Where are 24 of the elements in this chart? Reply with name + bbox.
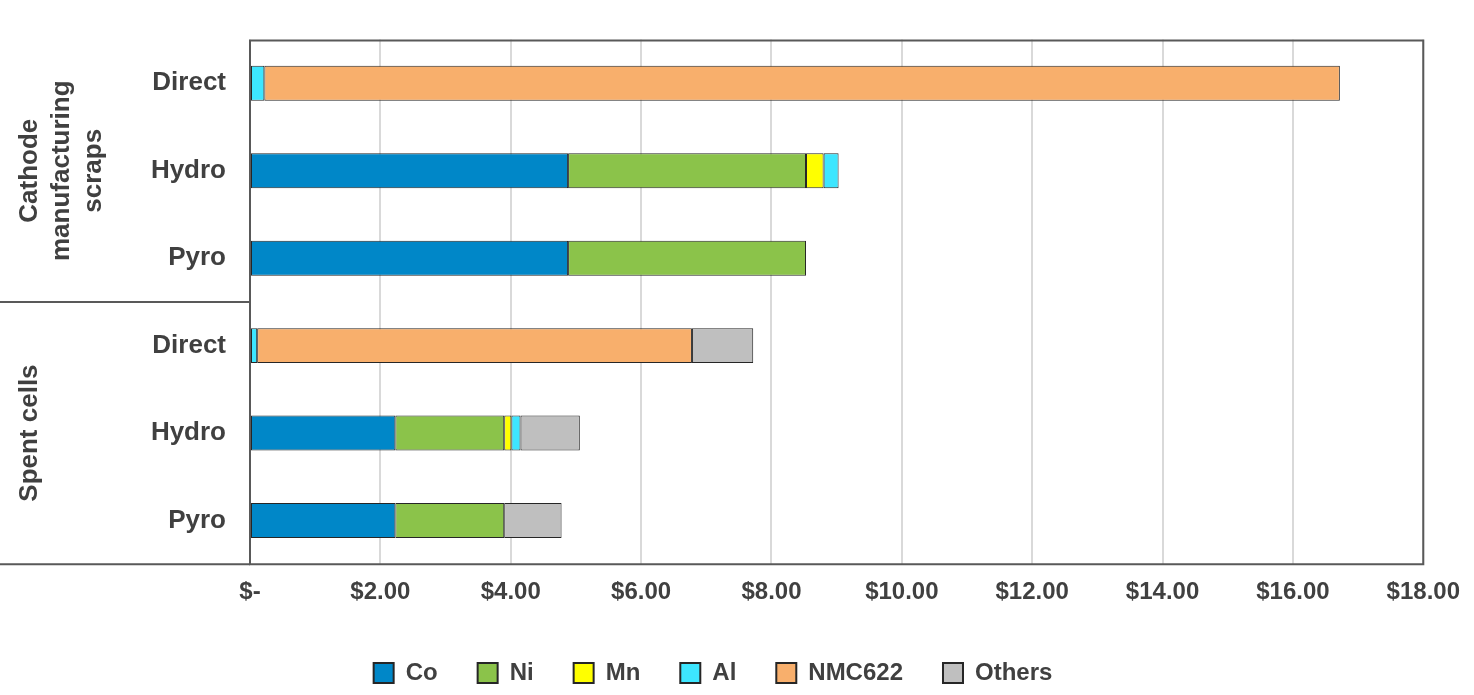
x-tick-label: $8.00 xyxy=(741,577,802,605)
y-tick-label: Hydro xyxy=(150,153,226,184)
x-tick-label: $6.00 xyxy=(611,577,672,605)
y-tick-label: Direct xyxy=(152,66,227,97)
legend-label: Co xyxy=(405,657,438,685)
x-tick-label: $4.00 xyxy=(480,577,541,605)
x-tick-label: $12.00 xyxy=(995,577,1069,605)
legend-label: Al xyxy=(712,657,737,685)
legend-label: Others xyxy=(974,657,1053,685)
x-tick-label: $10.00 xyxy=(865,577,939,605)
x-tick-label: $14.00 xyxy=(1125,577,1200,605)
y-tick-label: Pyro xyxy=(168,241,226,272)
y-tick-label: Direct xyxy=(152,328,227,359)
x-tick-label: $18.00 xyxy=(1386,577,1460,605)
text: Spent cells xyxy=(13,364,44,502)
y-tick-label: Hydro xyxy=(150,416,226,447)
legend-label: Mn xyxy=(605,657,641,685)
text: Cathode manufacturing scraps xyxy=(13,80,108,262)
legend-label: NMC622 xyxy=(808,657,903,685)
x-tick-label: $16.00 xyxy=(1256,577,1330,605)
x-tick-label: $2.00 xyxy=(350,577,411,605)
x-tick-label: $- xyxy=(239,577,261,605)
y-tick-label: Pyro xyxy=(168,503,226,534)
legend-label: Ni xyxy=(509,657,534,685)
